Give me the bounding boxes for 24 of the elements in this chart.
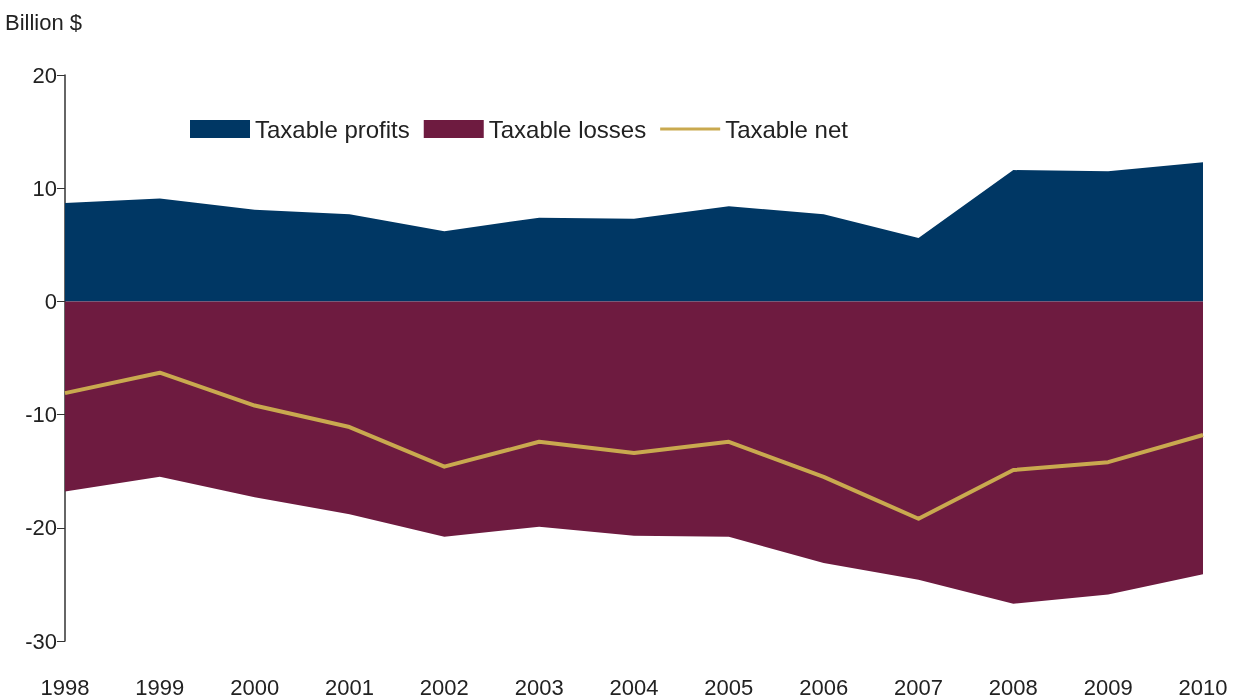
legend-label: Taxable losses [488, 115, 647, 143]
x-tick-label: 1998 [40, 674, 90, 700]
x-tick-label: 2003 [514, 674, 564, 700]
x-tick-label: 2001 [325, 674, 374, 700]
x-tick-label: 2005 [704, 674, 754, 700]
y-tick-label: 0 [44, 288, 57, 314]
y-tick-label: -10 [25, 402, 57, 428]
x-tick-label: 2010 [1178, 674, 1228, 700]
x-tick-label: 2008 [988, 674, 1038, 700]
line-series [63, 370, 1205, 521]
x-tick-label: 2000 [230, 674, 280, 700]
x-tick-label: 1999 [135, 674, 185, 700]
x-tick-label: 2006 [799, 674, 849, 700]
y-axis-title: Billion $ [5, 9, 83, 35]
legend-label: Taxable profits [255, 115, 410, 143]
y-tick-label: 20 [32, 62, 57, 88]
y-tick-label: -20 [25, 515, 57, 541]
x-tick-label: 2009 [1083, 674, 1133, 700]
y-tick-label: -30 [25, 628, 57, 654]
x-tick-label: 2002 [419, 674, 469, 700]
legend-label: Taxable net [725, 115, 849, 143]
x-tick-label: 2007 [894, 674, 943, 700]
x-tick-label: 2004 [609, 674, 659, 700]
y-tick-label: 10 [32, 175, 57, 201]
